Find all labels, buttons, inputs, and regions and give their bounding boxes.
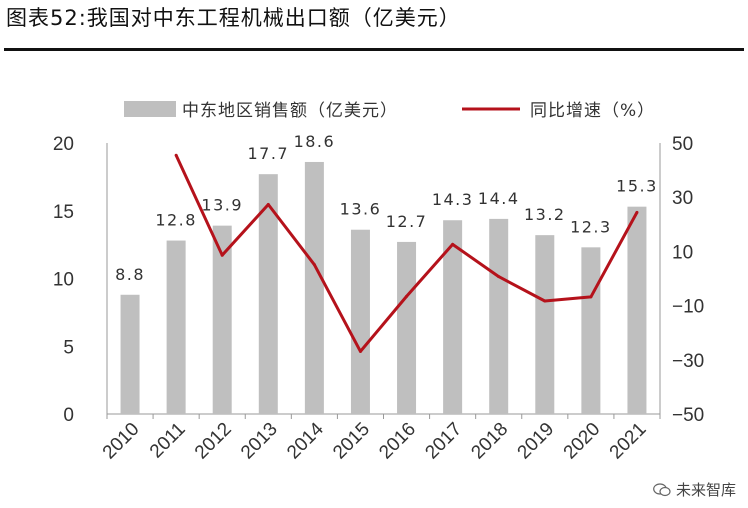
y-left-tick-label: 0 bbox=[63, 405, 74, 426]
x-tick-label: 2021 bbox=[606, 419, 651, 464]
watermark-text: 未来智库 bbox=[675, 481, 736, 499]
legend: 中东地区销售额（亿美元） 同比增速（%） bbox=[124, 101, 655, 121]
legend-bar-label: 中东地区销售额（亿美元） bbox=[182, 101, 398, 121]
line-point bbox=[266, 203, 270, 207]
x-tick-label: 2020 bbox=[560, 419, 605, 464]
bar-value-label: 15.3 bbox=[616, 177, 658, 196]
bar-value-label: 12.8 bbox=[155, 211, 197, 230]
line-point bbox=[451, 242, 455, 246]
line-point bbox=[543, 299, 547, 303]
bar bbox=[166, 240, 186, 414]
x-tick-label: 2015 bbox=[329, 419, 374, 464]
line-point bbox=[635, 210, 639, 214]
x-tick-label: 2018 bbox=[467, 419, 512, 464]
x-tick-label: 2016 bbox=[375, 419, 420, 464]
data-labels: 8.812.813.917.718.613.612.714.3 14.413.21… bbox=[115, 132, 658, 284]
line-series bbox=[174, 153, 639, 353]
bar-value-label: 13.9 bbox=[201, 196, 243, 215]
x-tick-label: 2012 bbox=[191, 419, 236, 464]
bar bbox=[350, 229, 370, 414]
legend-bar-swatch bbox=[124, 101, 176, 117]
y-right-tick-label: 30 bbox=[672, 188, 693, 209]
x-tick-label: 2014 bbox=[283, 418, 328, 463]
bar bbox=[258, 174, 278, 414]
bar-value-label: 17.7 bbox=[247, 144, 289, 163]
line-point bbox=[497, 275, 501, 279]
y-left-tick-label: 10 bbox=[53, 270, 74, 291]
bar bbox=[581, 247, 601, 414]
bar bbox=[627, 206, 647, 414]
line-point bbox=[220, 253, 224, 257]
bar-value-label: 13.6 bbox=[340, 200, 382, 219]
bar-value-label: 14.4 bbox=[478, 189, 520, 208]
y-right-tick-label: 50 bbox=[672, 134, 693, 155]
y-left-tick-label: 15 bbox=[53, 202, 74, 223]
bar-series bbox=[120, 161, 647, 414]
bar-value-label: 14.3 bbox=[432, 190, 474, 209]
bar bbox=[304, 161, 324, 414]
bar bbox=[120, 294, 140, 414]
bar-value-label: 12.7 bbox=[386, 212, 428, 231]
bar-value-label: 18.6 bbox=[294, 132, 336, 151]
figure-title: 图表52:我国对中东工程机械出口额（亿美元） bbox=[6, 6, 461, 30]
y-right-tick-label: 10 bbox=[672, 242, 693, 263]
y-right-tick-label: −50 bbox=[672, 405, 704, 426]
line-point bbox=[589, 295, 593, 299]
watermark: 未来智库 bbox=[653, 479, 736, 500]
y-left-tick-label: 5 bbox=[63, 337, 74, 358]
line-point bbox=[312, 263, 316, 267]
line-point bbox=[358, 349, 362, 353]
wechat-icon bbox=[653, 482, 671, 497]
bar bbox=[397, 241, 417, 414]
bar bbox=[212, 225, 232, 414]
title-rule bbox=[4, 48, 744, 51]
bar-value-label: 12.3 bbox=[570, 217, 612, 236]
bar bbox=[443, 220, 463, 414]
axes bbox=[106, 143, 661, 419]
bar-value-label: 13.2 bbox=[524, 205, 566, 224]
bar-value-label: 8.8 bbox=[115, 265, 145, 284]
x-tick-label: 2011 bbox=[146, 419, 190, 463]
x-tick-label: 2019 bbox=[514, 419, 559, 464]
x-tick-label: 2017 bbox=[421, 419, 466, 464]
x-tick-label: 2010 bbox=[99, 419, 144, 464]
bar bbox=[535, 235, 555, 414]
y-right-tick-label: −30 bbox=[672, 351, 704, 372]
y-right-tick-label: −10 bbox=[672, 297, 704, 318]
y-left-tick-label: 20 bbox=[53, 134, 74, 155]
bar bbox=[489, 218, 509, 414]
line-point bbox=[405, 294, 409, 298]
x-tick-label: 2013 bbox=[237, 419, 282, 464]
line-point bbox=[174, 153, 178, 157]
legend-line-label: 同比增速（%） bbox=[530, 101, 655, 121]
